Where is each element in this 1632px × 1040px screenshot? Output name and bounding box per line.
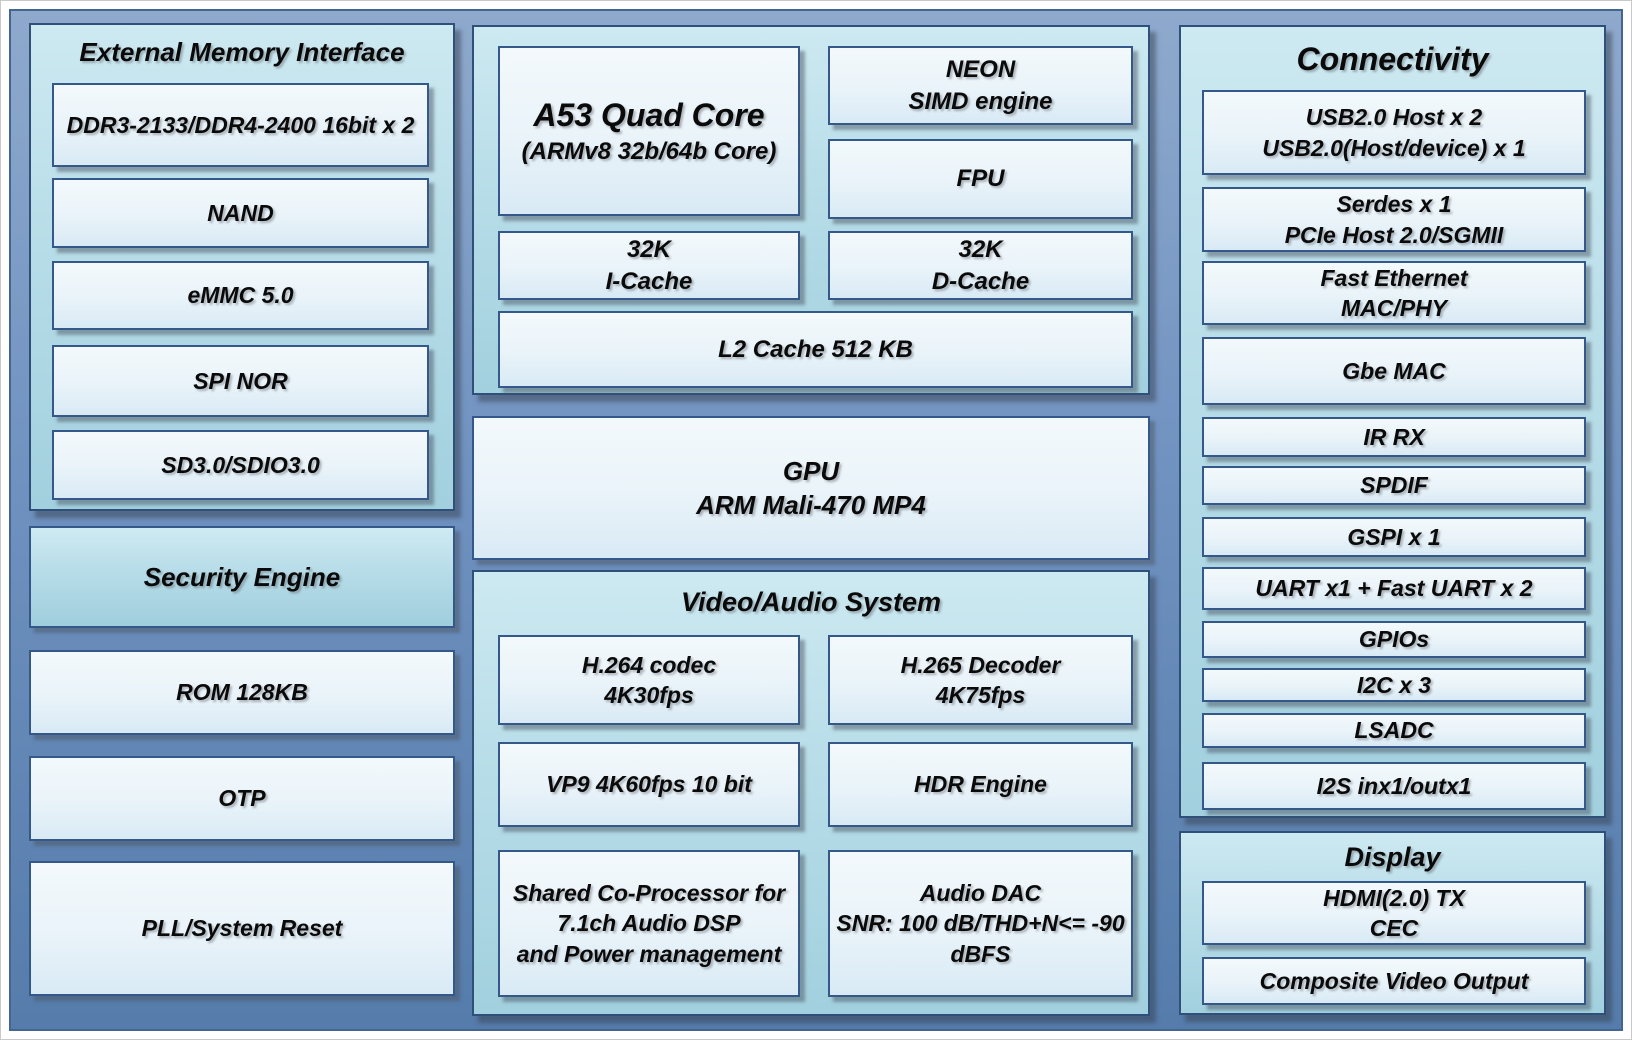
connectivity-title: Connectivity [1296, 41, 1489, 77]
box-ddr: DDR3-2133/DDR4-2400 16bit x 2 [52, 83, 429, 167]
box-hdmi-cec: HDMI(2.0) TX CEC [1202, 881, 1586, 945]
box-vp9: VP9 4K60fps 10 bit [498, 742, 800, 827]
box-hdr-engine: HDR Engine [828, 742, 1133, 827]
box-gbe-mac: Gbe MAC [1202, 337, 1586, 405]
box-security-engine: Security Engine [29, 526, 455, 628]
panel-display: Display HDMI(2.0) TX CEC Composite Video… [1179, 831, 1606, 1015]
a53-subtitle: (ARMv8 32b/64b Core) [521, 138, 777, 165]
box-emmc: eMMC 5.0 [52, 261, 429, 330]
box-gpu: GPU ARM Mali-470 MP4 [472, 416, 1150, 560]
box-ir-rx: IR RX [1202, 417, 1586, 457]
box-usb: USB2.0 Host x 2 USB2.0(Host/device) x 1 [1202, 90, 1586, 175]
box-i2c: I2C x 3 [1202, 668, 1586, 702]
diagram-canvas: External Memory Interface DDR3-2133/DDR4… [9, 9, 1623, 1031]
box-shared-coprocessor: Shared Co-Processor for 7.1ch Audio DSP … [498, 850, 800, 997]
box-spdif: SPDIF [1202, 466, 1586, 505]
box-rom: ROM 128KB [29, 650, 455, 735]
box-l2-cache: L2 Cache 512 KB [498, 311, 1133, 388]
box-dcache: 32K D-Cache [828, 231, 1133, 300]
box-serdes-pcie: Serdes x 1 PCIe Host 2.0/SGMII [1202, 187, 1586, 252]
box-h264: H.264 codec 4K30fps [498, 635, 800, 725]
box-icache: 32K I-Cache [498, 231, 800, 300]
box-fast-ethernet: Fast Ethernet MAC/PHY [1202, 261, 1586, 325]
box-gpios: GPIOs [1202, 621, 1586, 658]
external-memory-title: External Memory Interface [79, 37, 405, 67]
panel-external-memory: External Memory Interface DDR3-2133/DDR4… [29, 23, 455, 511]
box-audio-dac: Audio DAC SNR: 100 dB/THD+N<= -90 dBFS [828, 850, 1133, 997]
display-title: Display [1344, 842, 1441, 872]
box-i2s: I2S inx1/outx1 [1202, 762, 1586, 810]
a53-title: A53 Quad Core [533, 97, 765, 133]
box-gspi: GSPI x 1 [1202, 517, 1586, 557]
panel-cpu-cluster: A53 Quad Core (ARMv8 32b/64b Core) NEON … [472, 25, 1150, 395]
box-pll-system-reset: PLL/System Reset [29, 861, 455, 996]
box-nand: NAND [52, 178, 429, 248]
box-spi-nor: SPI NOR [52, 345, 429, 417]
box-fpu: FPU [828, 139, 1133, 219]
panel-connectivity: Connectivity USB2.0 Host x 2 USB2.0(Host… [1179, 25, 1606, 818]
box-a53-quad-core: A53 Quad Core (ARMv8 32b/64b Core) [498, 46, 800, 216]
box-neon-simd: NEON SIMD engine [828, 46, 1133, 125]
box-uart: UART x1 + Fast UART x 2 [1202, 567, 1586, 610]
video-audio-title: Video/Audio System [680, 587, 942, 617]
box-composite-video: Composite Video Output [1202, 957, 1586, 1005]
box-sd-sdio: SD3.0/SDIO3.0 [52, 430, 429, 500]
box-h265: H.265 Decoder 4K75fps [828, 635, 1133, 725]
panel-video-audio: Video/Audio System H.264 codec 4K30fps H… [472, 570, 1150, 1016]
box-lsadc: LSADC [1202, 713, 1586, 748]
box-otp: OTP [29, 756, 455, 841]
